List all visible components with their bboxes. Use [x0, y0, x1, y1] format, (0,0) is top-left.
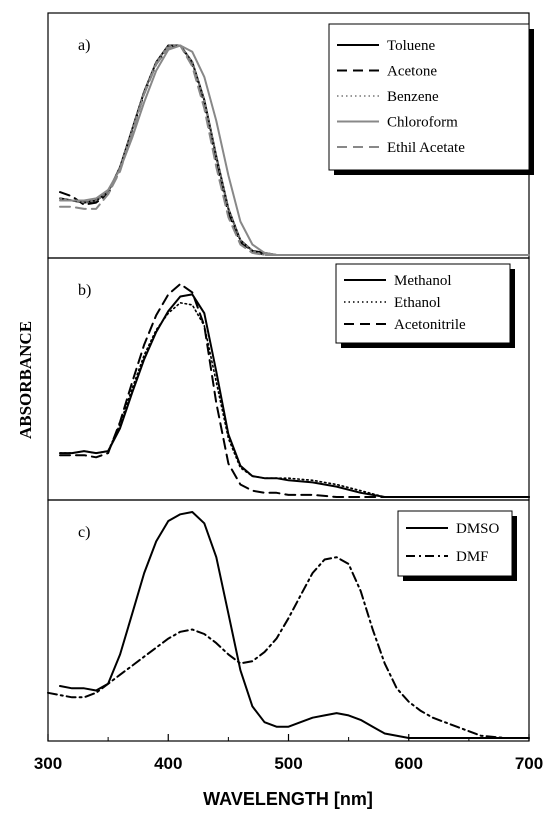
series-line-ethanol	[59, 302, 530, 498]
series-line-acetonitrile	[59, 283, 530, 498]
legend-box	[328, 23, 530, 171]
legend-entry: Chloroform	[387, 115, 458, 131]
series-line-dmso	[59, 511, 530, 739]
legend-entry: Benzene	[387, 89, 439, 105]
legend-box	[335, 263, 511, 344]
y-axis-label: ABSORBANCE	[16, 321, 35, 439]
legend-entry: Ethil Acetate	[387, 140, 465, 156]
x-axis-label: WAVELENGTH [nm]	[203, 789, 373, 809]
legend: Methanol Ethanol Acetonitrile	[335, 263, 515, 348]
legend-entry: Ethanol	[394, 295, 441, 311]
legend-entry: Acetonitrile	[394, 317, 466, 333]
legend-entry: DMSO	[456, 521, 500, 537]
series-line-chloroform	[59, 44, 530, 256]
legend-box	[397, 510, 513, 577]
x-tick-label: 400	[154, 754, 182, 773]
panel-b: b) Methanol Ethanol Acetonitrile	[47, 257, 530, 501]
x-axis: 300 400 500 600 700	[34, 734, 543, 773]
x-tick-label: 700	[515, 754, 543, 773]
panel-c: c) DMSO DMF	[47, 499, 530, 742]
panel-label: b)	[78, 282, 91, 299]
panel-a: a) Toluene Acetone Benzene Chloroform Ethil A…	[47, 12, 534, 259]
legend-entry: Toluene	[387, 38, 435, 54]
legend: DMSO DMF	[397, 510, 517, 581]
panel-label: a)	[78, 37, 90, 54]
legend: Toluene Acetone Benzene Chloroform Ethil Ace…	[328, 23, 534, 175]
panel-label: c)	[78, 524, 90, 541]
legend-entry: Acetone	[387, 64, 437, 80]
series-line-ethil-acetate	[59, 44, 530, 256]
legend-entry: Methanol	[394, 273, 452, 289]
x-tick-label: 600	[395, 754, 423, 773]
series-line-dmf	[47, 556, 506, 739]
x-tick-label: 500	[274, 754, 302, 773]
x-tick-label: 300	[34, 754, 62, 773]
legend-entry: DMF	[456, 549, 489, 565]
